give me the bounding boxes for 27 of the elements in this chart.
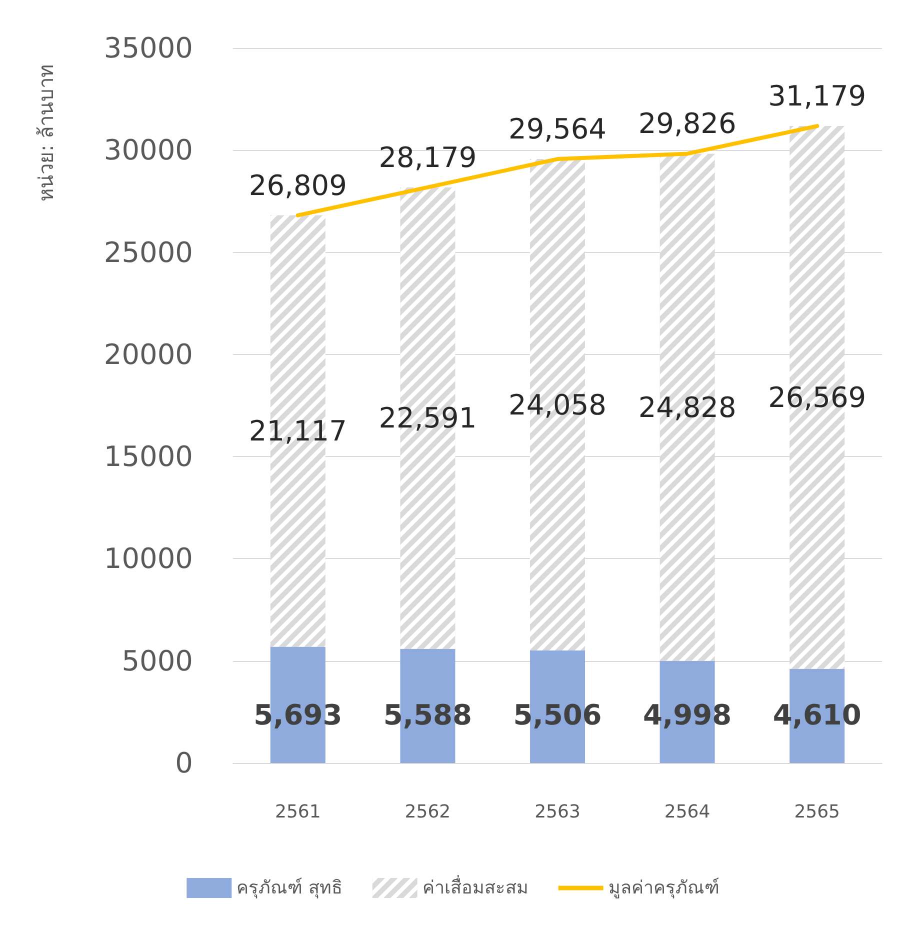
y-axis-title: หน่วย: ล้านบาท bbox=[34, 64, 58, 202]
legend-label: ค่าเสื่อมสะสม bbox=[422, 874, 528, 898]
y-tick-label: 25000 bbox=[104, 236, 193, 269]
y-tick-label: 0 bbox=[175, 746, 193, 780]
legend-label: มูลค่าครุภัณฑ์ bbox=[608, 878, 720, 898]
data-label: 28,179 bbox=[378, 140, 477, 174]
data-label: 21,117 bbox=[248, 414, 347, 448]
x-tick-label: 2563 bbox=[534, 802, 580, 822]
y-tick-label: 20000 bbox=[104, 338, 193, 371]
x-tick-label: 2561 bbox=[274, 802, 321, 822]
y-tick-label: 35000 bbox=[104, 32, 193, 64]
data-label: 24,828 bbox=[638, 390, 736, 424]
y-tick-label: 5000 bbox=[122, 644, 193, 678]
data-label: 26,569 bbox=[768, 380, 866, 414]
data-label: 24,058 bbox=[508, 388, 606, 422]
data-label: 29,564 bbox=[508, 112, 606, 146]
x-tick-label: 2562 bbox=[404, 802, 451, 822]
data-label: 31,179 bbox=[768, 80, 866, 113]
x-tick-label: 2564 bbox=[664, 802, 710, 822]
y-tick-label: 30000 bbox=[104, 134, 193, 167]
y-tick-label: 10000 bbox=[104, 542, 193, 576]
data-label: 22,591 bbox=[378, 402, 477, 435]
y-tick-label: 15000 bbox=[104, 440, 193, 474]
legend-label: ครุภัณฑ์ สุทธิ bbox=[236, 878, 342, 898]
data-label: 29,826 bbox=[638, 107, 736, 140]
x-tick-label: 2565 bbox=[794, 802, 840, 822]
data-label: 26,809 bbox=[248, 168, 347, 202]
